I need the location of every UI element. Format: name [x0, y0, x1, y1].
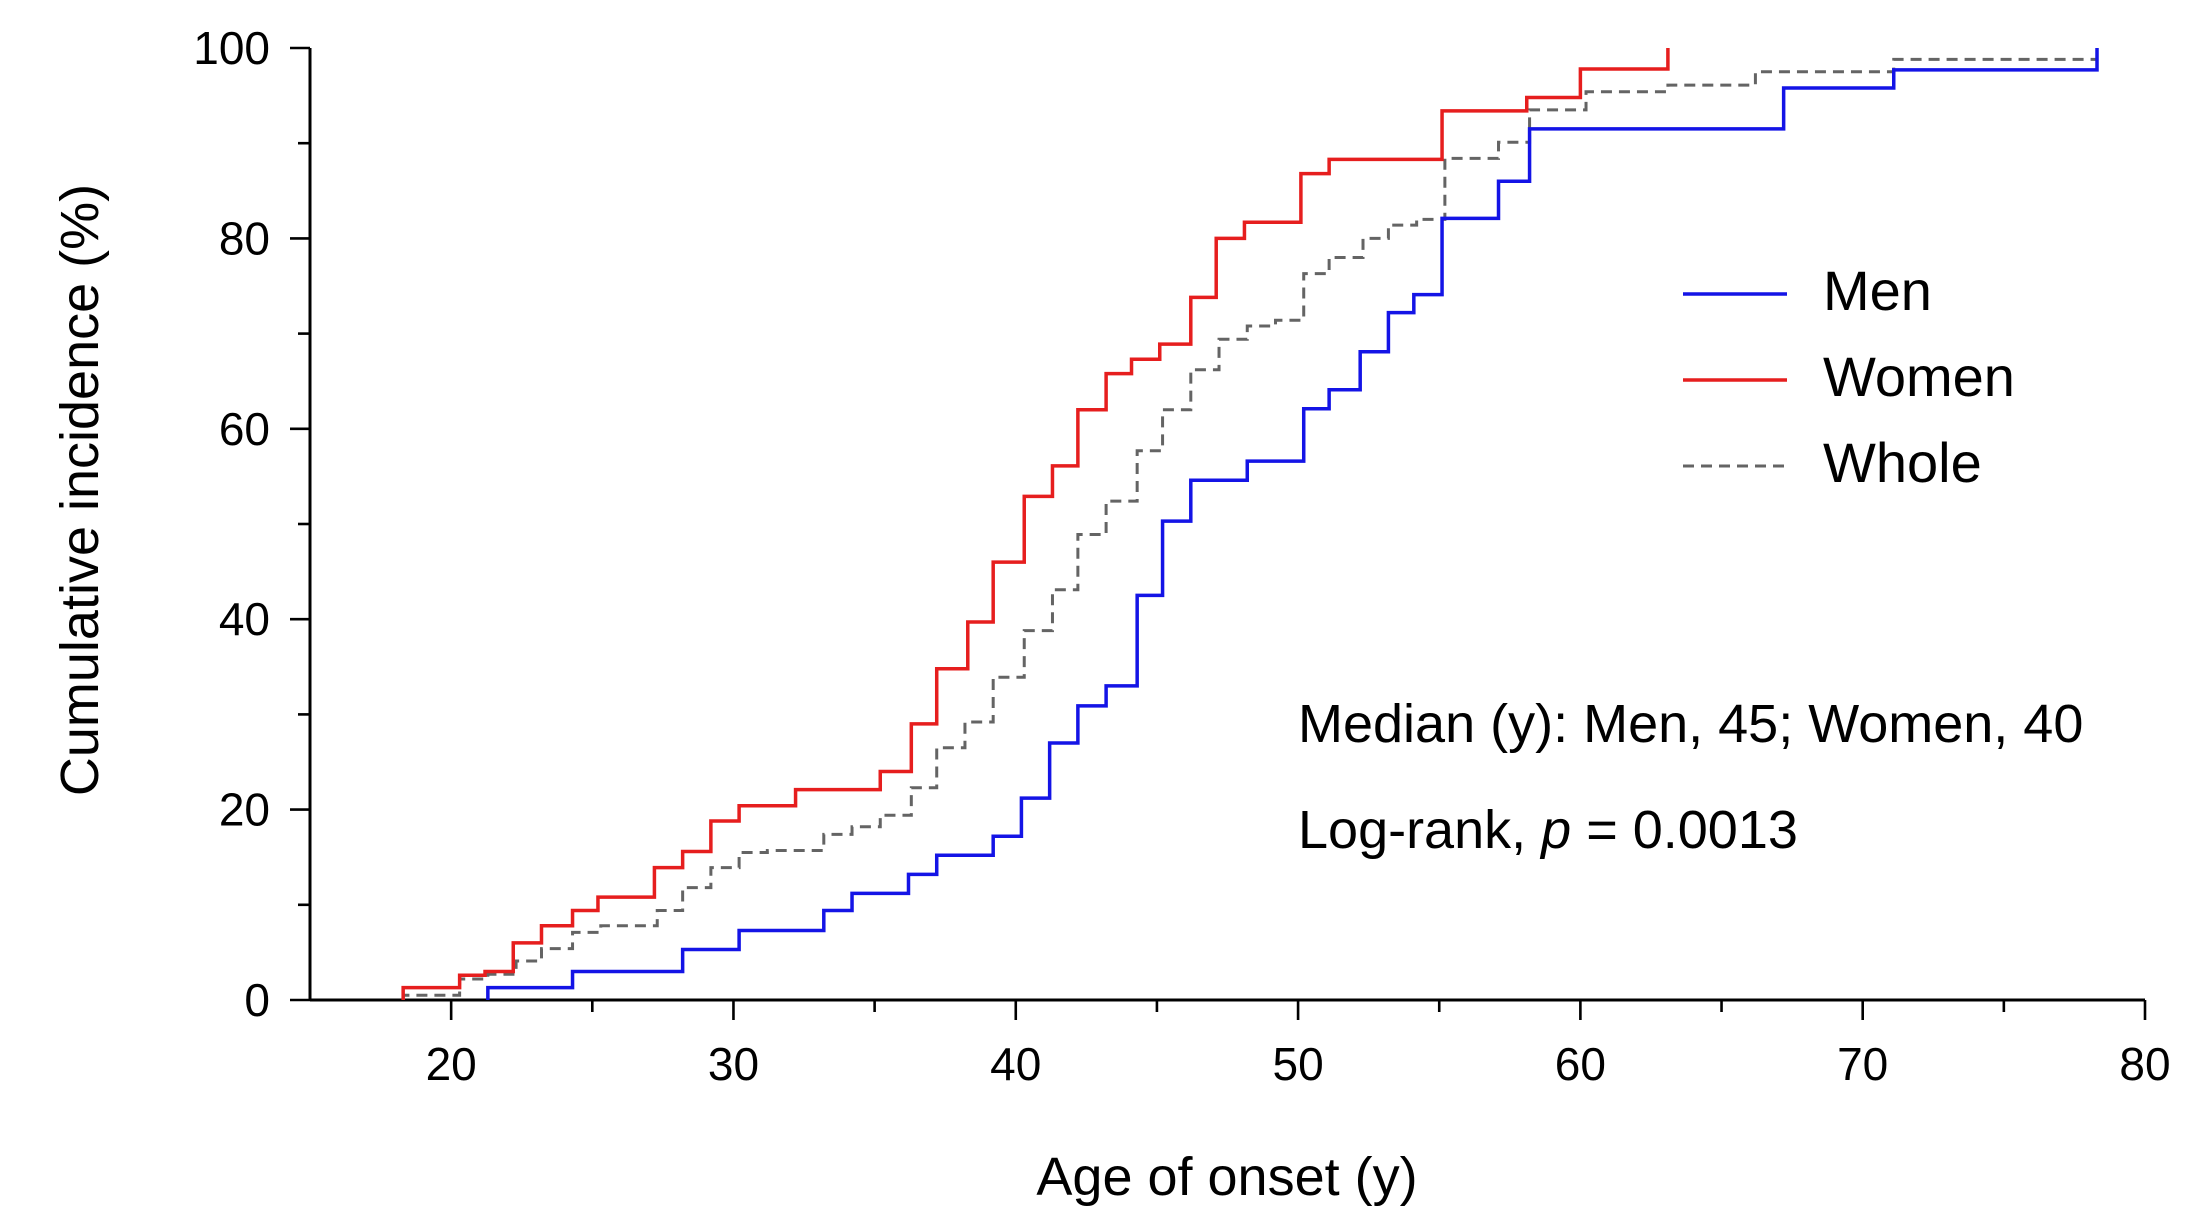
y-tick-label: 0 [244, 974, 270, 1026]
x-tick-label: 70 [1837, 1038, 1888, 1090]
y-tick-label: 100 [193, 22, 270, 74]
series-line-men [486, 48, 2099, 1000]
y-axis-title: Cumulative incidence (%) [50, 184, 110, 796]
logrank-annotation: Log-rank, p = 0.0013 [1298, 800, 1798, 860]
legend-label-men: Men [1823, 259, 1932, 322]
x-tick-label: 30 [708, 1038, 759, 1090]
logrank-prefix: Log-rank, [1298, 800, 1541, 860]
y-tick-label: 20 [219, 784, 270, 836]
y-tick-label: 60 [219, 403, 270, 455]
series-line-whole [401, 57, 2099, 1000]
x-tick-label: 60 [1555, 1038, 1606, 1090]
legend-label-whole: Whole [1823, 431, 1982, 494]
chart-axes [308, 48, 2145, 1002]
median-annotation: Median (y): Men, 45; Women, 40 [1298, 694, 2083, 754]
x-tick-label: 80 [2119, 1038, 2170, 1090]
x-axis-title: Age of onset (y) [1036, 1147, 1417, 1207]
legend-label-women: Women [1823, 345, 2015, 408]
series-layer [401, 48, 2099, 1000]
y-tick-label: 40 [219, 593, 270, 645]
legend: Men Women Whole [1683, 259, 2015, 494]
chart-ticks: 20 30 40 50 60 70 80 0 20 40 60 80 100 [193, 22, 2170, 1090]
x-tick-label: 20 [426, 1038, 477, 1090]
series-line-women [401, 48, 1670, 1000]
logrank-value: = 0.0013 [1571, 800, 1798, 860]
x-tick-label: 40 [990, 1038, 1041, 1090]
y-tick-label: 80 [219, 212, 270, 264]
x-tick-label: 50 [1272, 1038, 1323, 1090]
logrank-p-symbol: p [1539, 800, 1571, 860]
